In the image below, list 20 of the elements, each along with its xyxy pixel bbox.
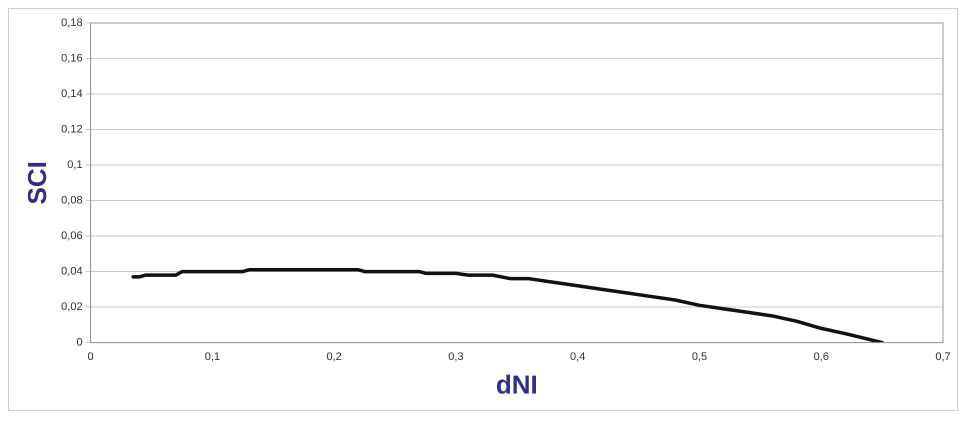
x-axis-title: dNI [496,370,538,400]
y-tick-label: 0,14 [61,88,83,100]
y-axis-title: SCI [22,161,52,204]
y-tick-label: 0,06 [61,230,83,242]
x-tick-label: 0 [88,351,94,364]
y-tick-label: 0,18 [61,17,83,30]
x-tick-label: 0,5 [692,351,708,364]
x-tick-label: 0,1 [204,351,220,364]
y-tick-label: 0,16 [61,52,83,65]
x-tick-label: 0,3 [448,351,464,364]
x-tick-label: 0,2 [326,351,342,364]
y-tick-label: 0,12 [61,124,83,136]
y-tick-label: 0,02 [61,301,83,314]
x-tick-label: 0,7 [935,351,951,364]
y-tick-label: 0,08 [61,194,83,207]
y-tick-label: 0,1 [67,159,83,172]
x-tick-label: 0,6 [814,351,829,364]
y-tick-label: 0 [76,336,83,349]
y-tick-label: 0,04 [61,266,83,278]
x-tick-label: 0,4 [570,351,586,364]
